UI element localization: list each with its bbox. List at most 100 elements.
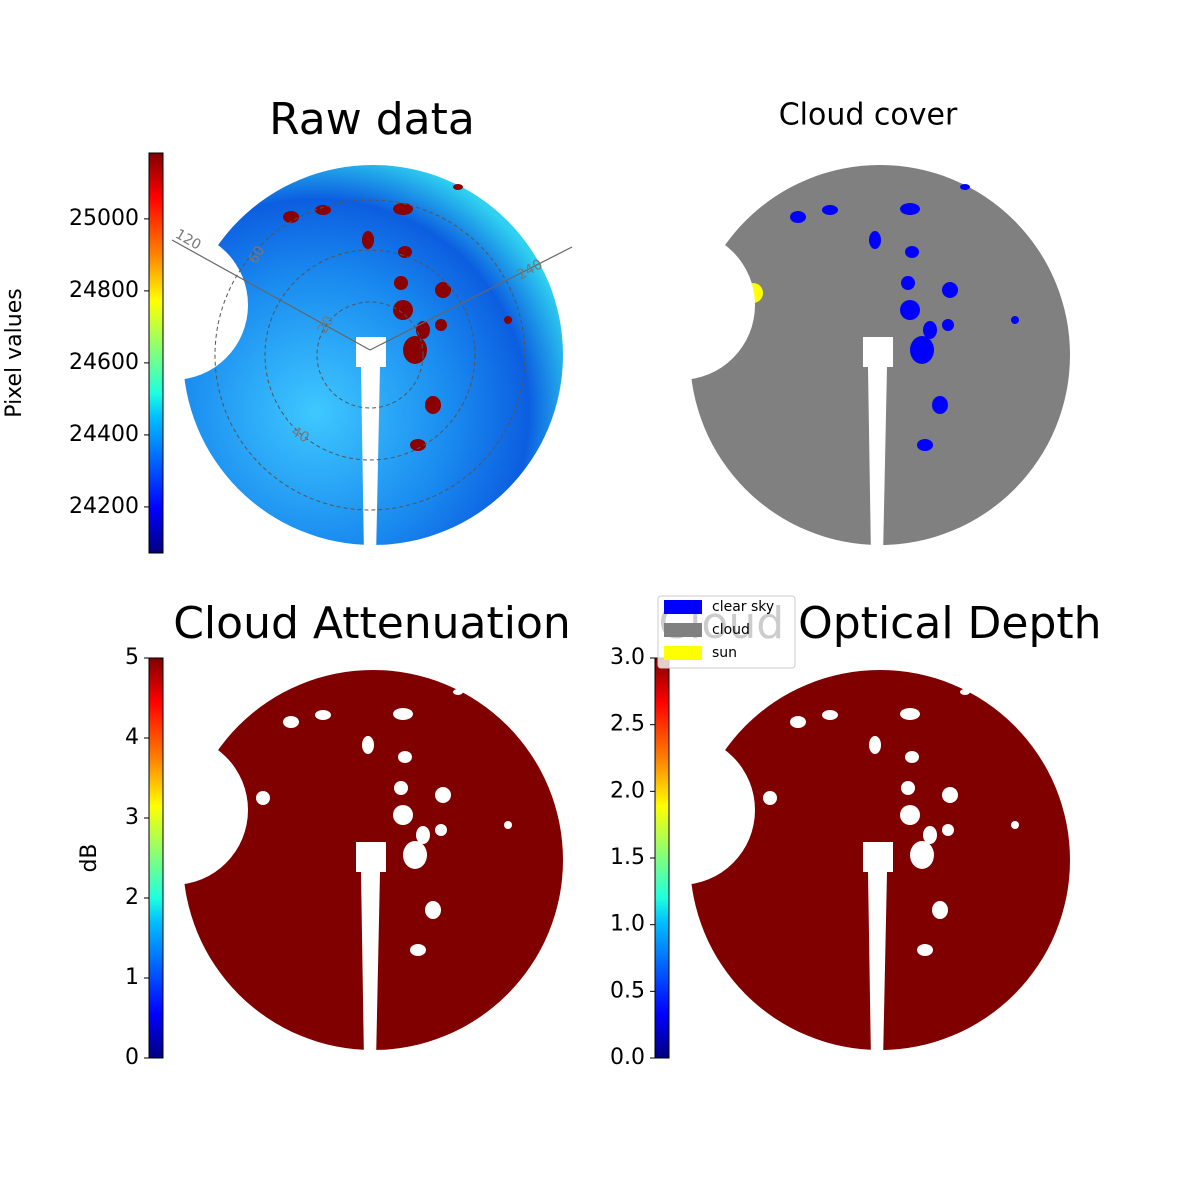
sun-mask — [256, 791, 270, 805]
colorbar-tick-label: 5 — [125, 645, 139, 670]
cloud-blob — [923, 321, 937, 339]
cloud-blob — [1011, 821, 1019, 829]
cloud-blob — [869, 736, 881, 754]
colorbar-tick-label: 1.0 — [610, 912, 645, 937]
cloud-blob — [790, 211, 806, 223]
cloud-blob — [315, 710, 331, 720]
sky-image — [605, 660, 1070, 1062]
cloud-blob — [453, 184, 463, 190]
cloud-blob — [362, 736, 374, 754]
panel-title: Cloud Attenuation — [173, 598, 571, 649]
colorbar-tick-label: 25000 — [69, 206, 139, 231]
cloud-blob — [435, 787, 451, 803]
colorbar — [148, 152, 164, 554]
sun-mask — [763, 791, 777, 805]
legend-swatch — [664, 600, 702, 614]
cloud-blob — [435, 319, 447, 331]
cloud-blob — [822, 205, 838, 215]
polar-ring — [264, 249, 476, 461]
cloud-blob — [410, 439, 426, 451]
colorbar-tick-label: 24400 — [69, 422, 139, 447]
cloud-blob — [900, 203, 920, 215]
legend-label: cloud — [712, 622, 750, 638]
polar-label: 60 — [246, 243, 269, 266]
cloud-blob — [394, 781, 408, 795]
legend-label: sun — [712, 645, 737, 661]
colorbar-tick-label: 24600 — [69, 350, 139, 375]
mast — [863, 842, 893, 1062]
colorbar-tick-label: 4 — [125, 725, 139, 750]
cloud-blob — [410, 944, 426, 956]
cloud-blob — [960, 689, 970, 695]
polar-ring — [316, 301, 424, 409]
colorbar-tick-label: 1.5 — [610, 845, 645, 870]
colorbar — [148, 657, 164, 1059]
cloud-blob — [932, 396, 948, 414]
sky-image — [98, 660, 563, 1062]
cloud-blob — [416, 321, 430, 339]
cloud-blob — [905, 751, 919, 763]
cloud-blob — [315, 205, 331, 215]
polar-label: 20 — [315, 313, 338, 336]
horizon-mask — [605, 230, 755, 380]
colorbar-tick-label: 3.0 — [610, 645, 645, 670]
cloud-blob — [435, 824, 447, 836]
colorbar-tick-label: 24200 — [69, 494, 139, 519]
cloud-blob — [425, 901, 441, 919]
colorbar-tick-label: 0 — [125, 1045, 139, 1070]
legend-swatch — [664, 646, 702, 660]
cloud-blob — [435, 282, 451, 298]
polar-label: 40 — [288, 424, 311, 447]
mast — [356, 842, 386, 1062]
cloud-blob — [900, 805, 920, 825]
legend: clear sky cloud sun — [657, 595, 796, 669]
cloud-blob — [960, 184, 970, 190]
mast — [356, 337, 386, 557]
colorbar-tick-label: 2.0 — [610, 778, 645, 803]
colorbar-tick-label: 0.5 — [610, 978, 645, 1003]
mask-cut — [173, 660, 243, 690]
cloud-blob — [869, 231, 881, 249]
cloud-blob — [283, 716, 299, 728]
polar-spoke — [369, 246, 573, 351]
horizon-mask — [98, 230, 248, 380]
cloud-blob — [942, 319, 954, 331]
cloud-blob — [393, 805, 413, 825]
cloud-blob — [1011, 316, 1019, 324]
cloud-blob — [942, 824, 954, 836]
cloud-blob — [923, 826, 937, 844]
cloud-blob — [416, 826, 430, 844]
cloud-blob — [504, 821, 512, 829]
colorbar-tick-label: 3 — [125, 805, 139, 830]
colorbar-tick-label: 2.5 — [610, 712, 645, 737]
horizon-mask — [605, 735, 755, 885]
cloud-blob — [917, 944, 933, 956]
cloud-blob — [394, 276, 408, 290]
legend-swatch — [664, 623, 702, 637]
colorbar-label: Pixel values — [2, 288, 27, 417]
cloud-blob — [822, 710, 838, 720]
cloud-blob — [393, 708, 413, 720]
cloud-blob — [403, 841, 427, 869]
cloud-blob — [283, 211, 299, 223]
cloud-blob — [917, 439, 933, 451]
polar-spoke — [171, 239, 371, 351]
cloud-blob — [901, 276, 915, 290]
colorbar-tick-label: 2 — [125, 885, 139, 910]
cloud-blob — [910, 841, 934, 869]
colorbar-tick-label: 24800 — [69, 278, 139, 303]
cloud-blob — [910, 336, 934, 364]
cloud-blob — [901, 781, 915, 795]
mask-cut — [173, 155, 243, 185]
cloud-blob — [453, 689, 463, 695]
sky-image — [98, 155, 563, 557]
cloud-blob — [900, 708, 920, 720]
panel-title: Raw data — [269, 94, 475, 145]
cloud-blob — [393, 203, 413, 215]
polar-ring — [214, 199, 526, 511]
cloud-blob — [900, 300, 920, 320]
mask-cut — [680, 155, 750, 185]
mast — [863, 337, 893, 557]
horizon-mask — [98, 735, 248, 885]
